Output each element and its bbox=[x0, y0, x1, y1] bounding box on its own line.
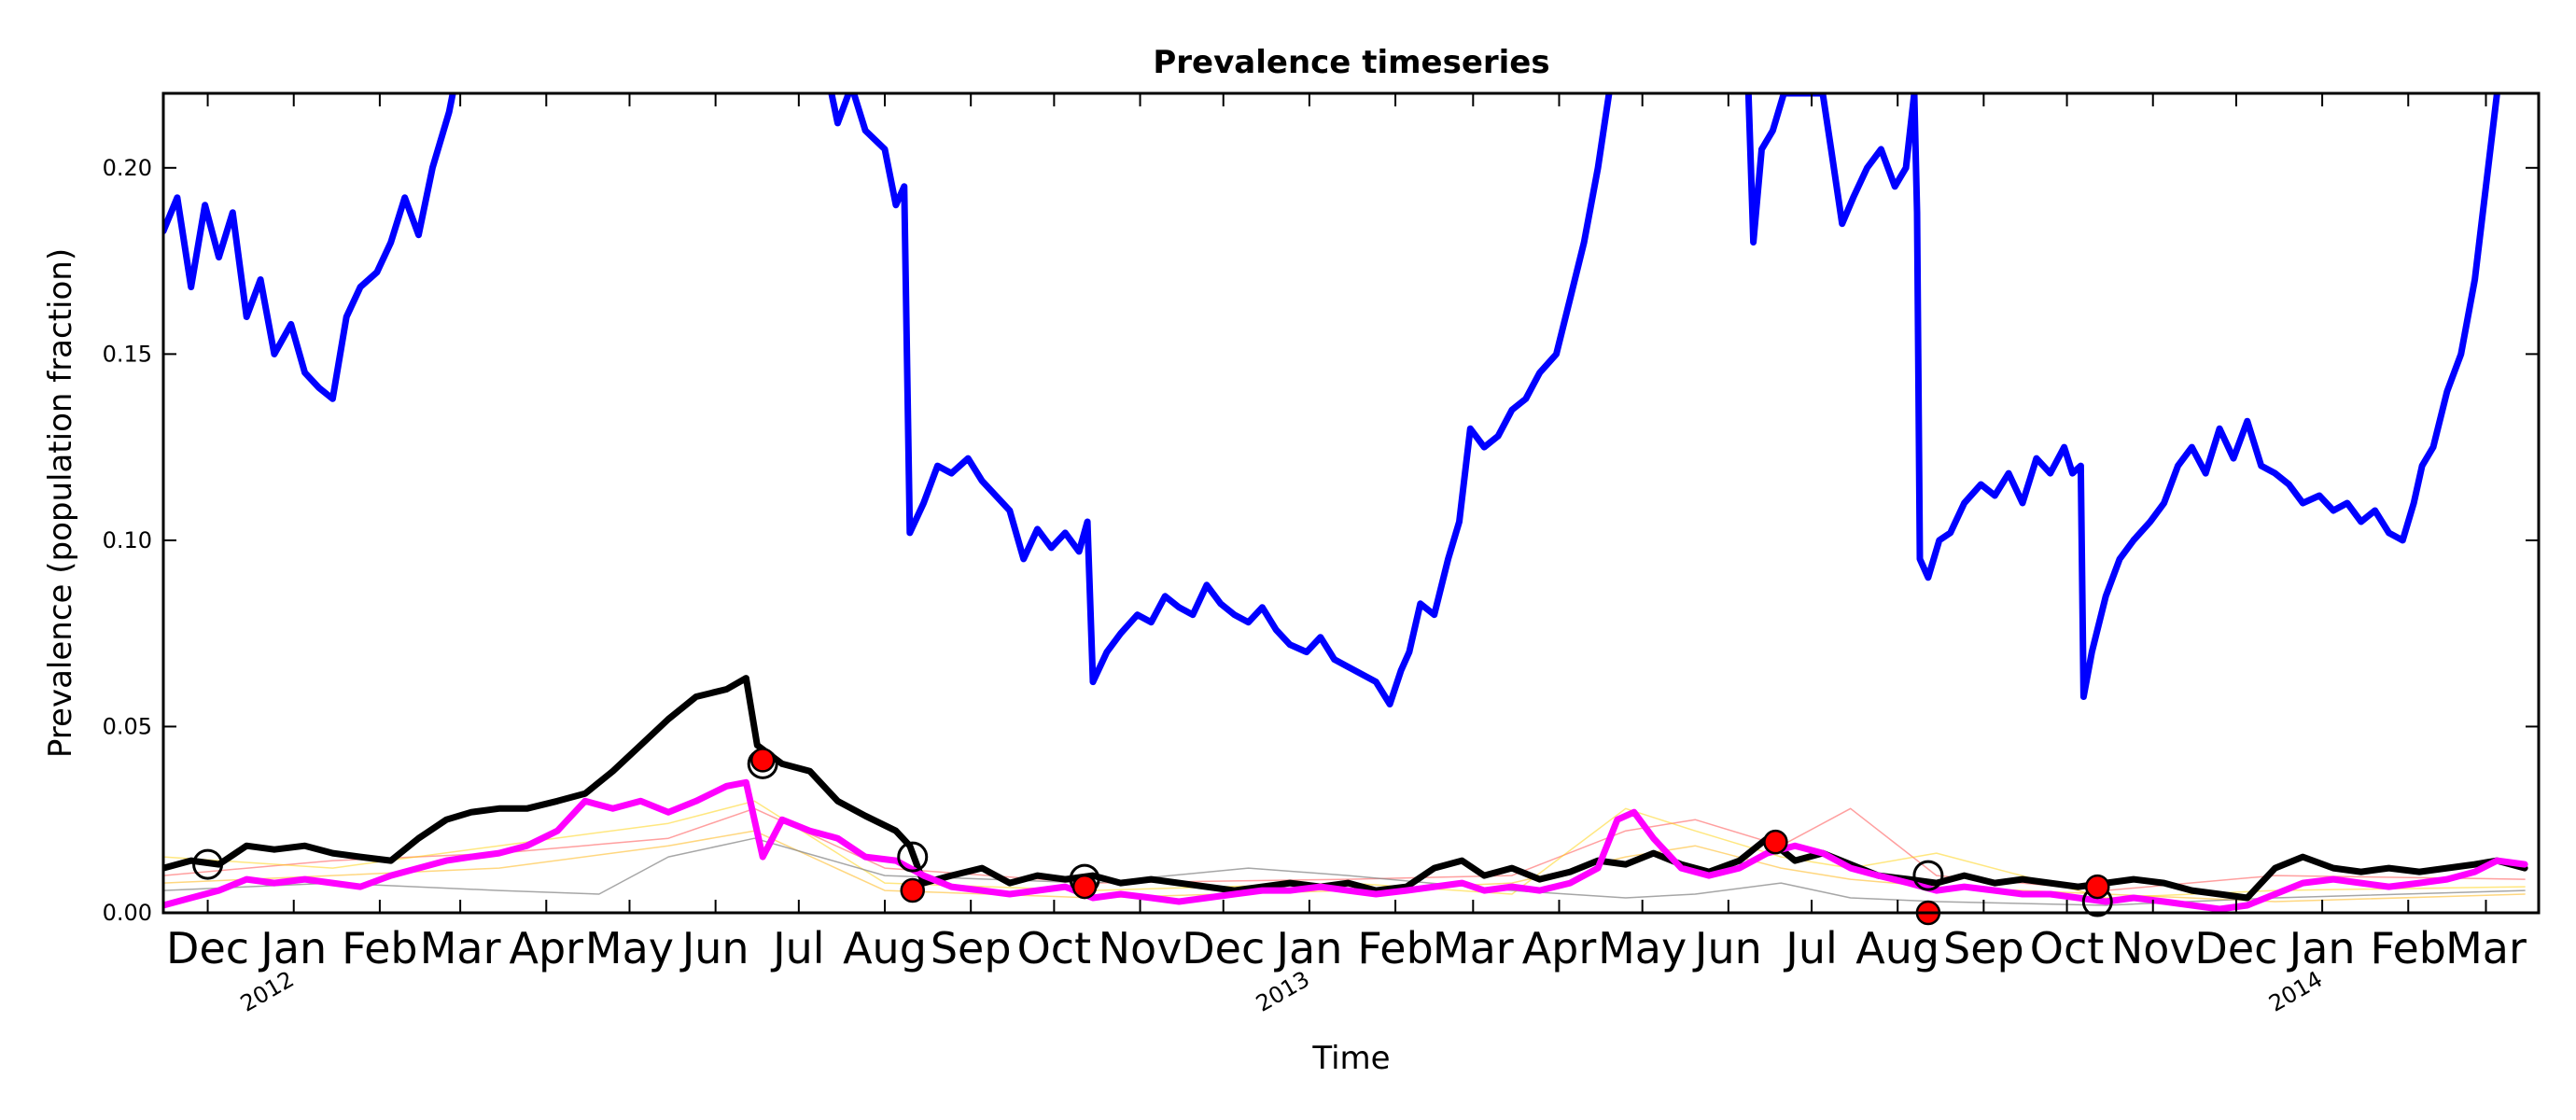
month-label: Jun bbox=[1692, 923, 1762, 973]
y-tick-label: 0.15 bbox=[103, 341, 152, 367]
plot-frame bbox=[161, 91, 2541, 915]
open-marker bbox=[1912, 860, 1944, 891]
y-tick-label: 0.05 bbox=[103, 713, 152, 739]
filled-marker bbox=[900, 877, 925, 903]
month-label: Oct bbox=[2030, 923, 2105, 973]
series-line-0 bbox=[163, 93, 2500, 707]
month-label: Jul bbox=[1783, 923, 1838, 973]
month-label: Jul bbox=[770, 923, 825, 973]
month-label: Mar bbox=[420, 923, 501, 973]
month-label: Oct bbox=[1017, 923, 1092, 973]
y-tick-label: 0.20 bbox=[103, 155, 152, 181]
open-marker bbox=[897, 841, 929, 873]
y-tick-label: 0.10 bbox=[103, 527, 152, 553]
month-label: Feb bbox=[1357, 923, 1433, 973]
year-label: 2014 bbox=[2264, 966, 2327, 1017]
year-label: 2013 bbox=[1252, 966, 1314, 1017]
y-axis: 0.00 0.05 0.10 0.15 0.20 bbox=[103, 155, 2539, 926]
month-label: Jan bbox=[2287, 923, 2356, 973]
series-line-1 bbox=[163, 675, 2528, 902]
marker-layer bbox=[192, 748, 2113, 926]
filled-marker bbox=[749, 748, 776, 773]
x-axis-label: Time bbox=[1311, 1040, 1390, 1077]
month-label: May bbox=[1598, 923, 1687, 973]
filled-marker bbox=[1071, 874, 1098, 900]
y-tick-label: 0.00 bbox=[103, 900, 152, 926]
month-label: May bbox=[585, 923, 674, 973]
open-marker bbox=[192, 848, 224, 880]
month-label: Mar bbox=[2445, 923, 2527, 973]
month-label: Aug bbox=[843, 923, 927, 973]
month-label: Apr bbox=[509, 923, 583, 973]
month-label: Sep bbox=[1943, 923, 2024, 973]
month-label: Jan bbox=[1273, 923, 1342, 973]
x-axis: Dec Jan Feb Mar Apr May Jun Jul Aug Sep Oct Nov Dec J… bbox=[166, 93, 2527, 1017]
month-label: Feb bbox=[2371, 923, 2446, 973]
month-label: Dec bbox=[1182, 923, 1265, 973]
month-label: Jan bbox=[258, 923, 327, 973]
year-label: 2012 bbox=[236, 966, 299, 1017]
month-label: Jun bbox=[679, 923, 749, 973]
series-layer bbox=[163, 93, 2528, 913]
month-label: Dec bbox=[166, 923, 249, 973]
filled-marker bbox=[2085, 874, 2110, 900]
month-label: Aug bbox=[1855, 923, 1939, 973]
month-label: Dec bbox=[2194, 923, 2277, 973]
y-axis-label: Prevalence (population fraction) bbox=[42, 248, 79, 758]
filled-marker bbox=[1763, 829, 1788, 855]
month-label: Feb bbox=[342, 923, 417, 973]
month-label: Nov bbox=[1099, 923, 1183, 973]
series-line-4 bbox=[163, 800, 2526, 899]
series-line-6 bbox=[163, 837, 2526, 906]
month-label: Apr bbox=[1522, 923, 1597, 973]
series-line-2 bbox=[163, 778, 2528, 913]
chart-title: Prevalence timeseries bbox=[1153, 44, 1549, 81]
month-label: Nov bbox=[2111, 923, 2195, 973]
month-label: Sep bbox=[931, 923, 1012, 973]
month-label: Mar bbox=[1433, 923, 1514, 973]
